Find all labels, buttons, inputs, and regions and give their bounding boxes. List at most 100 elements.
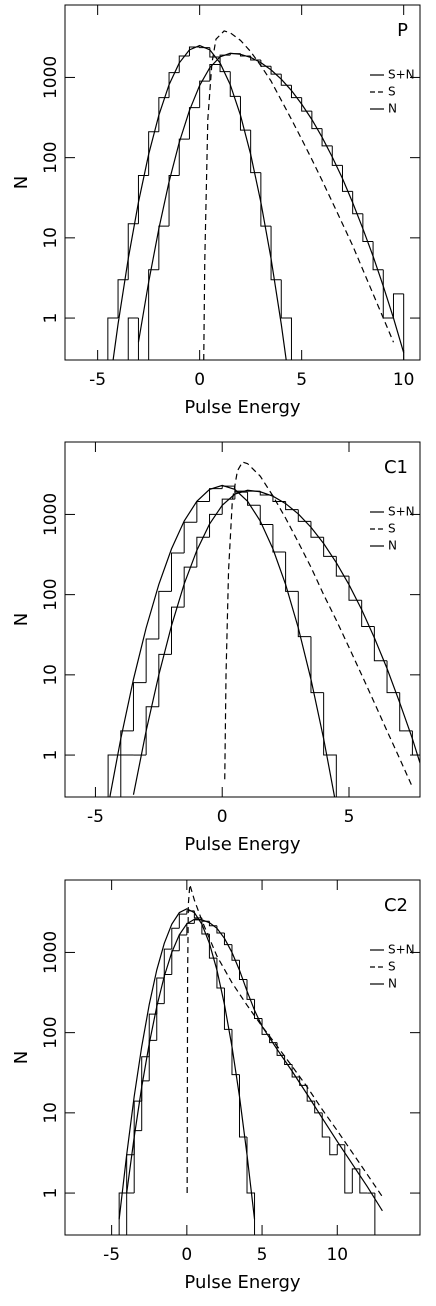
x-tick-label: 10 [326, 1245, 348, 1265]
histogram-bin [158, 653, 172, 707]
plot-frame [64, 879, 421, 1236]
model-curve [112, 44, 287, 360]
histogram-bin [246, 1137, 256, 1235]
histogram-bin [178, 934, 187, 951]
histogram-bin [352, 191, 363, 215]
histogram-bin [386, 660, 400, 694]
x-tick-label: -5 [87, 807, 104, 827]
model-curve [126, 918, 383, 1212]
histogram-bin [280, 279, 292, 360]
histogram-bin [362, 213, 374, 243]
histogram-bin [399, 692, 413, 732]
histogram-bin [280, 74, 292, 86]
histogram-bin [120, 730, 134, 756]
x-tick-label: -5 [89, 370, 106, 390]
x-tick-label: 5 [257, 1245, 268, 1265]
histogram-bin [221, 485, 235, 489]
plot-area [107, 30, 414, 360]
histogram-bin [276, 1042, 285, 1056]
x-axis-title: Pulse Energy [184, 834, 300, 855]
legend-label: S [388, 960, 396, 974]
histogram-bin [321, 128, 333, 147]
panel-label: C1 [384, 457, 408, 478]
histogram-bin [351, 1168, 360, 1194]
y-tick-label: 1000 [41, 56, 61, 99]
histogram-bin [219, 56, 231, 73]
legend-label: S+N [388, 68, 415, 82]
histogram-bin [178, 55, 190, 73]
y-tick-label: 1 [41, 1188, 61, 1199]
x-tick-label: 0 [181, 1245, 192, 1265]
histogram-bin [137, 174, 149, 224]
histogram-bin [171, 927, 180, 950]
histogram-bin [250, 130, 261, 174]
y-tick-label: 100 [41, 578, 61, 610]
y-tick-label: 1 [41, 750, 61, 761]
histogram-bin [229, 71, 241, 97]
histogram-bin [321, 1112, 330, 1138]
histogram-bin [196, 500, 210, 523]
histogram-bin [127, 317, 139, 360]
histogram-bin [156, 977, 165, 1015]
model-curve [118, 908, 256, 1220]
histogram-bin [239, 96, 251, 131]
x-tick-label: -5 [103, 1245, 120, 1265]
histogram-bin [372, 241, 384, 271]
histogram-bin [247, 492, 261, 506]
histogram-bin [359, 1168, 368, 1194]
histogram-bin [259, 505, 273, 525]
y-tick-label: 1000 [41, 931, 61, 974]
x-tick-label: 10 [393, 370, 415, 390]
histogram-bin [260, 172, 272, 227]
histogram-bin [254, 999, 263, 1020]
histogram-bin [148, 1039, 157, 1081]
legend-label: N [388, 102, 397, 116]
model-curve [224, 461, 413, 788]
histogram-bin [392, 293, 404, 319]
y-tick-label: 10 [41, 227, 61, 249]
histogram-bin [290, 85, 302, 99]
histogram-bin [171, 606, 185, 655]
legend-label: S [388, 522, 396, 536]
histogram-bin [178, 913, 187, 929]
histogram-bin [411, 730, 420, 756]
histogram-bin [344, 1144, 353, 1194]
y-axis-title: N [11, 176, 32, 189]
y-axis-title: N [11, 1051, 32, 1064]
histogram-bin [133, 1130, 142, 1194]
histogram-bin [199, 46, 210, 49]
histogram-bin [336, 1144, 345, 1155]
histogram-bin [221, 498, 235, 515]
histogram-bin [171, 552, 185, 592]
legend-label: S+N [388, 505, 415, 519]
plot-area [107, 461, 420, 797]
x-tick-label: 0 [194, 370, 205, 390]
histogram-bin [285, 552, 299, 592]
histogram-bin [297, 591, 311, 638]
histogram-bin [120, 754, 134, 797]
histogram-bin [270, 66, 282, 75]
panel-label: P [397, 20, 408, 41]
histogram-bin [270, 226, 282, 281]
histogram-bin [329, 1137, 338, 1156]
histogram-bin [168, 72, 180, 98]
histogram-bin [284, 1055, 293, 1066]
x-axis-title: Pulse Energy [184, 397, 300, 418]
histogram-bin [163, 974, 172, 1004]
histogram-bin [158, 225, 170, 270]
histogram-bin [163, 948, 172, 979]
x-tick-label: 0 [217, 807, 228, 827]
histogram-bin [141, 1080, 150, 1131]
histogram-bin [374, 1193, 383, 1235]
histogram-bin [168, 174, 180, 227]
histogram-bin [196, 536, 210, 568]
histogram-bin [246, 979, 255, 1000]
model-curve [109, 484, 336, 797]
histogram-bin [403, 293, 414, 360]
histogram-bin [148, 269, 159, 360]
histogram-bin [209, 63, 221, 82]
legend-label: N [388, 977, 397, 991]
histogram-bin [223, 932, 232, 946]
